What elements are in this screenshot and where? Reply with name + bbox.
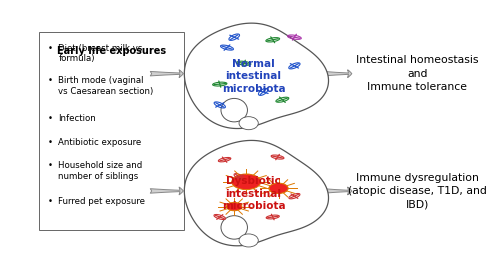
- Ellipse shape: [239, 234, 258, 247]
- Circle shape: [269, 183, 288, 194]
- Text: •: •: [48, 44, 53, 53]
- Ellipse shape: [221, 216, 248, 239]
- Circle shape: [226, 203, 242, 211]
- Text: Household size and
number of siblings: Household size and number of siblings: [58, 161, 142, 181]
- Text: Birth mode (vaginal
vs Caesarean section): Birth mode (vaginal vs Caesarean section…: [58, 76, 154, 96]
- Text: •: •: [48, 138, 53, 146]
- Text: •: •: [48, 161, 53, 170]
- Ellipse shape: [239, 117, 258, 130]
- Text: Antibiotic exposure: Antibiotic exposure: [58, 138, 142, 146]
- Text: Early life exposures: Early life exposures: [57, 46, 166, 56]
- Text: Infection: Infection: [58, 114, 96, 123]
- FancyBboxPatch shape: [39, 32, 184, 230]
- Ellipse shape: [221, 99, 248, 122]
- Text: Normal
intestinal
microbiota: Normal intestinal microbiota: [222, 59, 286, 94]
- Circle shape: [232, 174, 260, 190]
- Text: Dysbiotic
intestinal
microbiota: Dysbiotic intestinal microbiota: [222, 176, 286, 211]
- PathPatch shape: [184, 23, 328, 129]
- Text: Diet (breast milk vs
formula): Diet (breast milk vs formula): [58, 44, 143, 63]
- Text: •: •: [48, 76, 53, 85]
- Text: Intestinal homeostasis
and
Immune tolerance: Intestinal homeostasis and Immune tolera…: [356, 56, 478, 92]
- Text: •: •: [48, 198, 53, 206]
- Text: •: •: [48, 114, 53, 123]
- Text: Immune dysregulation
(atopic disease, T1D, and
IBD): Immune dysregulation (atopic disease, T1…: [348, 173, 486, 209]
- Text: Furred pet exposure: Furred pet exposure: [58, 198, 146, 206]
- PathPatch shape: [184, 140, 328, 246]
